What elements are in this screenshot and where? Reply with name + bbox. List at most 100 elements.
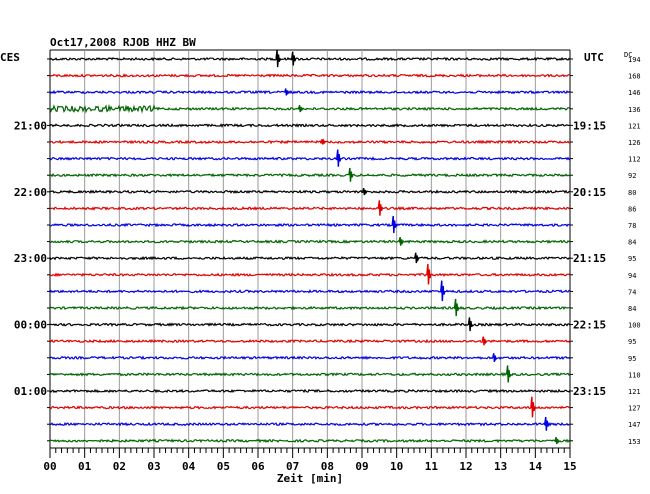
dc-offset-label: 127: [628, 405, 641, 413]
dc-offset-label: 112: [628, 156, 641, 164]
x-tick-label: 03: [147, 460, 160, 473]
x-tick-label: 09: [355, 460, 368, 473]
dc-offset-label: 126: [628, 139, 641, 147]
left-axis-label: CES: [0, 51, 20, 64]
x-tick-label: 15: [563, 460, 576, 473]
label-layer: 00 01 02 03 04 05 06 07 08 09 10 11 12 13 14 15 194 168 14…: [14, 56, 641, 473]
seismic-event: [320, 138, 326, 145]
seismic-event: [530, 396, 536, 418]
seismic-trace: [49, 371, 571, 377]
dc-offset-label: 100: [628, 322, 641, 330]
seismic-trace: [49, 172, 571, 178]
seismic-trace: [49, 305, 571, 311]
x-tick-label: 10: [390, 460, 403, 473]
seismic-trace: [49, 189, 571, 195]
x-tick-label: 12: [459, 460, 472, 473]
seismic-event: [348, 167, 354, 182]
right-time-label: 22:15: [573, 319, 606, 332]
seismic-event: [505, 365, 512, 383]
seismic-event: [297, 105, 304, 113]
dc-offset-label: 147: [628, 421, 641, 429]
dc-offset-label: 194: [628, 56, 641, 64]
seismic-trace: [49, 123, 571, 128]
dc-offset-label: 95: [628, 255, 636, 263]
seismic-trace: [49, 338, 571, 344]
seismic-event: [275, 49, 281, 68]
seismic-trace: [49, 421, 571, 427]
x-axis-label: Zeit [min]: [277, 472, 343, 485]
seismic-event: [398, 236, 404, 246]
dc-offset-label: 136: [628, 106, 641, 114]
x-tick-label: 13: [494, 460, 507, 473]
seismic-trace: [49, 56, 571, 62]
left-time-label: 01:00: [14, 385, 47, 398]
right-time-label: 21:15: [573, 252, 606, 265]
dc-offset-label: 92: [628, 172, 636, 180]
seismic-trace: [49, 73, 571, 78]
right-time-label: 23:15: [573, 385, 606, 398]
seismic-trace: [49, 156, 571, 161]
x-tick-label: 11: [425, 460, 439, 473]
x-tick-label: 05: [217, 460, 230, 473]
seismic-trace: [49, 239, 571, 244]
dc-offset-label: 153: [628, 438, 641, 446]
x-tick-label: 06: [251, 460, 265, 473]
dc-offset-label: 95: [628, 338, 636, 346]
seismic-event: [492, 353, 498, 362]
seismic-event: [467, 317, 474, 332]
dc-offset-label: 110: [628, 371, 641, 379]
seismic-event: [290, 51, 297, 66]
right-time-label: 19:15: [573, 119, 606, 132]
seismic-trace: [49, 272, 571, 278]
grid-layer: [47, 49, 573, 458]
seismic-trace: [50, 222, 571, 228]
seismic-event: [544, 416, 550, 431]
left-time-label: 00:00: [14, 319, 47, 332]
x-tick-label: 14: [529, 460, 543, 473]
dc-offset-label: 95: [628, 355, 636, 363]
seismic-event: [481, 336, 487, 346]
seismic-event: [414, 252, 420, 264]
seismic-trace: [49, 288, 571, 294]
dc-label: DC: [624, 51, 632, 59]
dc-offset-label: 84: [628, 305, 636, 313]
seismic-event: [554, 437, 560, 445]
dc-offset-label: 146: [628, 89, 641, 97]
x-tick-label: 00: [43, 460, 56, 473]
x-tick-label: 08: [321, 460, 334, 473]
left-time-label: 23:00: [14, 252, 47, 265]
dc-offset-label: 121: [628, 388, 641, 396]
seismic-trace: [49, 438, 571, 444]
seismic-event: [284, 88, 290, 96]
seismic-trace: [49, 388, 571, 394]
seismic-trace: [49, 103, 571, 114]
seismic-event: [362, 188, 368, 196]
seismic-trace: [49, 89, 571, 95]
trace-layer: [49, 49, 571, 445]
chart-title: Oct17,2008 RJOB HHZ BW: [50, 36, 196, 49]
dc-offset-label: 94: [628, 272, 636, 280]
dc-offset-label: 80: [628, 189, 636, 197]
dc-offset-label: 121: [628, 122, 641, 130]
seismic-trace: [49, 139, 571, 145]
seismic-trace: [49, 405, 571, 410]
right-time-label: 20:15: [573, 186, 606, 199]
seismic-event: [453, 298, 460, 317]
seismic-event: [377, 200, 383, 216]
seismic-event: [440, 280, 446, 302]
dc-offset-label: 86: [628, 205, 636, 213]
left-time-label: 21:00: [14, 119, 47, 132]
x-tick-label: 01: [78, 460, 92, 473]
right-axis-label: UTC: [584, 51, 604, 64]
dc-offset-label: 84: [628, 239, 636, 247]
seismic-trace: [49, 255, 571, 261]
dc-offset-label: 168: [628, 73, 641, 81]
seismic-trace: [49, 205, 571, 211]
seismic-event: [391, 215, 397, 234]
x-tick-label: 04: [182, 460, 196, 473]
seismic-trace: [49, 355, 571, 361]
dc-offset-label: 78: [628, 222, 636, 230]
left-time-label: 22:00: [14, 186, 47, 199]
x-tick-label: 07: [286, 460, 299, 473]
